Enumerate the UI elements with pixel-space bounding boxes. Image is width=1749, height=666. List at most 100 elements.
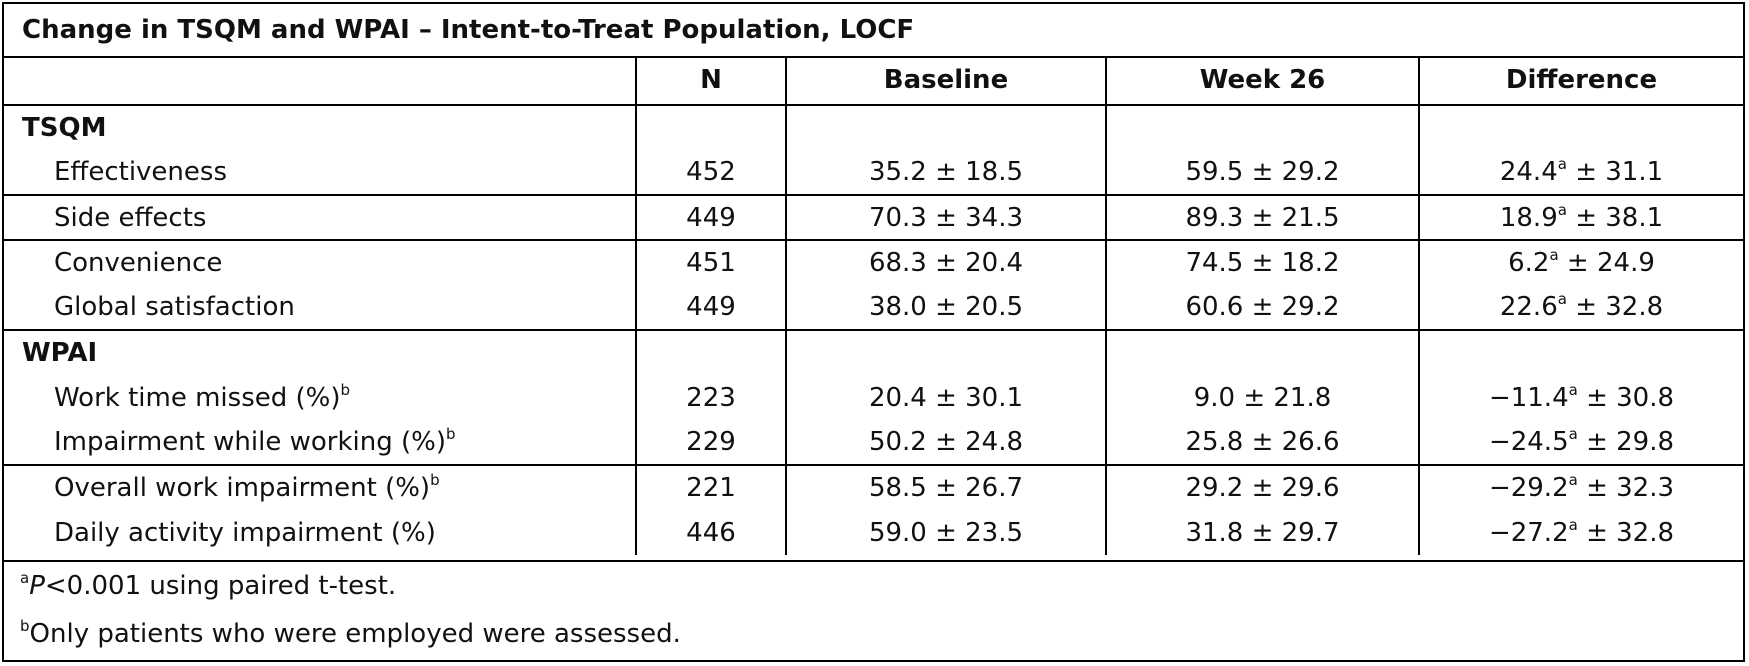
footnote-marker: b	[20, 617, 30, 635]
difference-sd: ± 30.8	[1577, 382, 1675, 413]
section-label: WPAI	[4, 329, 637, 375]
table-row: Daily activity impairment (%) 446 59.0 ± 2…	[4, 510, 1743, 555]
difference-cell: −29.2a ± 32.3	[1418, 464, 1743, 510]
week26-cell: 60.6 ± 29.2	[1105, 285, 1420, 330]
table-row: Overall work impairment (%)b 221 58.5 ± 26…	[4, 464, 1743, 510]
baseline-cell: 38.0 ± 20.5	[785, 285, 1107, 330]
footnote-marker: a	[1557, 290, 1567, 308]
row-label: Convenience	[54, 248, 223, 278]
header-cell-week26: Week 26	[1105, 56, 1420, 106]
header-cell-difference: Difference	[1418, 56, 1743, 106]
week26-cell: 89.3 ± 21.5	[1105, 194, 1420, 240]
section-label: TSQM	[4, 104, 637, 150]
footnote-text: Only patients who were employed were ass…	[29, 619, 681, 649]
header-row: N Baseline Week 26 Difference	[4, 56, 1743, 106]
empty-cell	[785, 104, 1107, 150]
week26-cell: 31.8 ± 29.7	[1105, 510, 1420, 555]
difference-value: −11.4	[1488, 382, 1569, 413]
footnote-marker: a	[1568, 425, 1578, 443]
n-cell: 449	[635, 285, 787, 330]
difference-sd: ± 38.1	[1566, 202, 1664, 233]
difference-cell: −27.2a ± 32.8	[1418, 510, 1743, 555]
header-cell-n: N	[635, 56, 787, 106]
row-label: Global satisfaction	[54, 292, 295, 322]
baseline-cell: 20.4 ± 30.1	[785, 375, 1107, 420]
row-label-cell: Convenience	[4, 239, 637, 285]
difference-value: 24.4	[1499, 157, 1558, 187]
header-cell-baseline: Baseline	[785, 56, 1107, 106]
footnote-text: <0.001 using paired t-test.	[44, 571, 397, 601]
section-row: WPAI	[4, 329, 1743, 375]
row-label-cell: Work time missed (%)b	[4, 375, 637, 420]
n-cell: 446	[635, 510, 787, 555]
difference-sd: ± 31.1	[1566, 157, 1664, 187]
week26-cell: 9.0 ± 21.8	[1105, 375, 1420, 420]
baseline-cell: 59.0 ± 23.5	[785, 510, 1107, 555]
difference-sd: ± 32.8	[1566, 292, 1664, 322]
footnote-marker: a	[1568, 471, 1578, 489]
difference-value: −29.2	[1488, 473, 1569, 503]
difference-cell: 18.9a ± 38.1	[1418, 194, 1743, 240]
baseline-cell: 35.2 ± 18.5	[785, 150, 1107, 195]
empty-cell	[1418, 329, 1743, 375]
difference-value: 18.9	[1499, 202, 1558, 233]
difference-value: 6.2	[1508, 248, 1550, 278]
n-cell: 451	[635, 239, 787, 285]
footnote-marker: b	[445, 425, 456, 443]
footnote: bOnly patients who were employed were as…	[20, 610, 1743, 658]
row-label: Overall work impairment (%)	[54, 473, 431, 503]
difference-cell: −24.5a ± 29.8	[1418, 420, 1743, 465]
table-row: Global satisfaction 449 38.0 ± 20.5 60.6 ± …	[4, 285, 1743, 330]
difference-sd: ± 29.8	[1577, 427, 1675, 457]
footnote-marker: a	[1549, 246, 1559, 264]
row-label-cell: Daily activity impairment (%)	[4, 510, 637, 555]
difference-cell: −11.4a ± 30.8	[1418, 375, 1743, 420]
baseline-cell: 50.2 ± 24.8	[785, 420, 1107, 465]
empty-cell	[1105, 329, 1420, 375]
row-label: Side effects	[54, 202, 207, 233]
n-cell: 229	[635, 420, 787, 465]
empty-cell	[635, 329, 787, 375]
difference-value: −24.5	[1488, 427, 1569, 457]
difference-sd: ± 32.3	[1577, 473, 1675, 503]
n-cell: 223	[635, 375, 787, 420]
difference-sd: ± 24.9	[1558, 248, 1655, 278]
row-label-cell: Global satisfaction	[4, 285, 637, 330]
row-label: Daily activity impairment (%)	[54, 517, 436, 548]
empty-cell	[635, 104, 787, 150]
n-cell: 221	[635, 464, 787, 510]
row-label-cell: Overall work impairment (%)b	[4, 464, 637, 510]
row-label-cell: Impairment while working (%)b	[4, 420, 637, 465]
section-row: TSQM	[4, 104, 1743, 150]
difference-value: 22.6	[1499, 292, 1558, 322]
table-title: Change in TSQM and WPAI – Intent-to-Trea…	[4, 4, 1743, 58]
week26-cell: 25.8 ± 26.6	[1105, 420, 1420, 465]
row-label: Impairment while working (%)	[54, 427, 446, 457]
difference-value: −27.2	[1488, 517, 1569, 548]
footnotes: aP<0.001 using paired t-test. bOnly patie…	[4, 560, 1743, 658]
footnote-marker: a	[20, 569, 30, 587]
footnote: aP<0.001 using paired t-test.	[20, 562, 1743, 610]
footnote-marker: a	[1557, 200, 1567, 219]
table-row: Impairment while working (%)b 229 50.2 ± 2…	[4, 420, 1743, 465]
table-body: TSQM Effectiveness 452 35.2 ± 18.5 59.5 ± 29…	[4, 104, 1743, 555]
empty-cell	[1418, 104, 1743, 150]
row-label: Work time missed (%)	[54, 382, 341, 413]
baseline-cell: 58.5 ± 26.7	[785, 464, 1107, 510]
baseline-cell: 70.3 ± 34.3	[785, 194, 1107, 240]
row-label: Effectiveness	[54, 157, 227, 187]
week26-cell: 74.5 ± 18.2	[1105, 239, 1420, 285]
footnote-marker: a	[1557, 155, 1567, 173]
baseline-cell: 68.3 ± 20.4	[785, 239, 1107, 285]
footnote-marker: a	[1568, 380, 1578, 399]
difference-cell: 24.4a ± 31.1	[1418, 150, 1743, 195]
table-row: Effectiveness 452 35.2 ± 18.5 59.5 ± 29.2 24…	[4, 150, 1743, 195]
table-row: Convenience 451 68.3 ± 20.4 74.5 ± 18.2 6.2a…	[4, 239, 1743, 285]
empty-cell	[1105, 104, 1420, 150]
n-cell: 452	[635, 150, 787, 195]
week26-cell: 59.5 ± 29.2	[1105, 150, 1420, 195]
footnote-marker: a	[1568, 515, 1578, 534]
row-label-cell: Side effects	[4, 194, 637, 240]
results-table: N Baseline Week 26 Difference TSQM Effect…	[4, 56, 1743, 555]
